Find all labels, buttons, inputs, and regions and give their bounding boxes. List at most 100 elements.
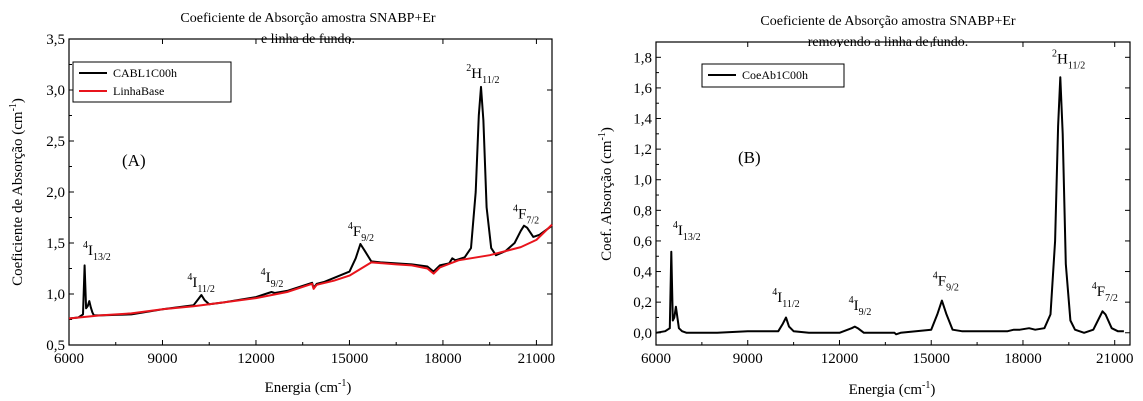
- y-tick-label: 0,2: [633, 295, 652, 311]
- peak-annotation-term: I: [192, 275, 197, 291]
- y-tick-label: 1,8: [633, 50, 652, 66]
- legend-box: [701, 63, 845, 88]
- peak-annotation: 4I13/2: [673, 220, 701, 243]
- x-axis-label-sup: -1: [338, 378, 346, 389]
- peak-annotation-sup: 4: [513, 204, 518, 215]
- peak-annotation-sub: 11/2: [1068, 60, 1085, 71]
- y-axis-label: Coef. Absorção (cm-1): [597, 127, 615, 261]
- peak-annotation-term: F: [518, 207, 526, 223]
- x-axis-label-text: Energia (cm: [849, 382, 923, 398]
- legend: CoeAb1C00h: [701, 63, 845, 88]
- peak-annotation-sup: 4: [1092, 281, 1097, 292]
- y-tick-label: 1,6: [633, 81, 652, 97]
- peak-annotation-sub: 11/2: [482, 75, 499, 86]
- y-tick-label: 3,0: [46, 83, 65, 99]
- peak-annotation: 4I9/2: [849, 295, 872, 318]
- peak-annotation-sup: 4: [83, 240, 88, 251]
- x-axis-label-text: Energia (cm: [265, 380, 339, 396]
- peak-annotation-sub: 9/2: [271, 279, 284, 290]
- peak-annotation: 4F9/2: [933, 270, 959, 293]
- y-axis-label-text: Coef. Absorção (cm: [599, 140, 615, 261]
- y-axis-label-sup: -1: [597, 132, 608, 140]
- x-tick-label: 18000: [1004, 351, 1042, 367]
- y-tick-label: 1,5: [46, 236, 65, 252]
- legend-label: CoeAb1C00h: [742, 68, 808, 82]
- x-axis-label-close: ): [346, 380, 351, 396]
- chart-panel-b: Coeficiente de Absorção amostra SNABP+Er…: [597, 14, 1133, 398]
- peak-annotation-term: H: [471, 66, 482, 82]
- chart-title: Coeficiente de Absorção amostra SNABP+Er: [180, 11, 436, 26]
- peak-annotation-term: H: [1057, 51, 1068, 67]
- peak-annotation-sub: 13/2: [93, 252, 111, 263]
- x-tick-label: 15000: [331, 351, 369, 367]
- x-axis-label: Energia (cm-1): [849, 380, 936, 398]
- y-tick-label: 0,4: [633, 265, 652, 281]
- peak-annotation-term: I: [777, 290, 782, 306]
- peak-annotation-sub: 7/2: [526, 216, 539, 227]
- y-tick-label: 0,6: [633, 234, 652, 250]
- peak-annotation-sup: 2: [466, 63, 471, 74]
- panel-label: (B): [738, 148, 761, 167]
- peak-annotation-term: I: [854, 298, 859, 314]
- peak-annotation: 4I13/2: [83, 240, 111, 263]
- peak-annotation-term: F: [353, 224, 361, 240]
- x-tick-label: 9000: [733, 351, 763, 367]
- peak-annotation-sup: 4: [673, 220, 678, 231]
- x-tick-label: 15000: [912, 351, 950, 367]
- x-tick-label: 6000: [54, 351, 84, 367]
- peak-annotation-sub: 9/2: [946, 282, 959, 293]
- peak-annotation-sup: 4: [849, 295, 854, 306]
- x-tick-label: 18000: [424, 351, 462, 367]
- y-axis-label: Coeficiente de Absorção (cm-1): [8, 98, 26, 286]
- x-tick-label: 12000: [821, 351, 859, 367]
- y-tick-label: 1,0: [46, 287, 65, 303]
- peak-annotation-term: I: [88, 243, 93, 259]
- y-tick-label: 2,0: [46, 185, 65, 201]
- x-axis-label-sup: -1: [922, 380, 930, 391]
- peak-annotation-sup: 4: [348, 221, 353, 232]
- peak-annotation: 4F9/2: [348, 221, 374, 244]
- peak-annotation-sup: 4: [261, 267, 266, 278]
- series-line-linhabase: [68, 223, 553, 320]
- peak-annotation-term: I: [266, 270, 271, 286]
- y-tick-label: 1,2: [633, 142, 652, 158]
- legend-label: LinhaBase: [113, 84, 164, 98]
- peak-annotation-term: F: [1097, 284, 1105, 300]
- x-tick-label: 21000: [1096, 351, 1134, 367]
- peak-annotation-term: F: [938, 273, 946, 289]
- plot-frame: [655, 41, 1131, 346]
- y-tick-label: 3,5: [46, 32, 65, 48]
- y-axis-label-close: ): [599, 127, 615, 132]
- chart-panel-a: Coeficiente de Absorção amostra SNABP+Er…: [8, 11, 555, 396]
- peak-annotation-sub: 13/2: [683, 232, 701, 243]
- legend-label: CABL1C00h: [113, 66, 177, 80]
- y-tick-label: 0,5: [46, 338, 65, 354]
- peak-annotation-sup: 2: [1052, 48, 1057, 59]
- y-tick-label: 1,0: [633, 173, 652, 189]
- y-axis-label-close: ): [10, 98, 26, 103]
- panel-label: (A): [122, 151, 146, 170]
- x-tick-label: 6000: [641, 351, 671, 367]
- peak-annotation-sub: 7/2: [1105, 293, 1118, 304]
- y-tick-label: 1,4: [633, 112, 652, 128]
- peak-annotation-sup: 4: [772, 287, 777, 298]
- peak-annotation-term: I: [678, 223, 683, 239]
- peak-annotation-sup: 4: [933, 270, 938, 281]
- y-axis-label-text: Coeficiente de Absorção (cm: [10, 111, 26, 286]
- peak-annotation-sub: 11/2: [782, 299, 799, 310]
- x-tick-label: 12000: [237, 351, 275, 367]
- peak-annotation-sub: 11/2: [197, 284, 214, 295]
- peak-annotation: 4F7/2: [513, 204, 539, 227]
- peak-annotation: 4I11/2: [772, 287, 799, 310]
- peak-annotation: 4F7/2: [1092, 281, 1118, 304]
- chart-title: Coeficiente de Absorção amostra SNABP+Er: [760, 14, 1016, 29]
- x-axis-label-close: ): [930, 382, 935, 398]
- legend: CABL1C00h LinhaBase: [72, 61, 232, 103]
- y-tick-label: 0,8: [633, 203, 652, 219]
- legend-box: [72, 61, 232, 103]
- peak-annotation: 4I11/2: [187, 272, 214, 295]
- x-tick-label: 9000: [147, 351, 177, 367]
- peak-annotation-sub: 9/2: [361, 233, 374, 244]
- x-axis-label: Energia (cm-1): [265, 378, 352, 396]
